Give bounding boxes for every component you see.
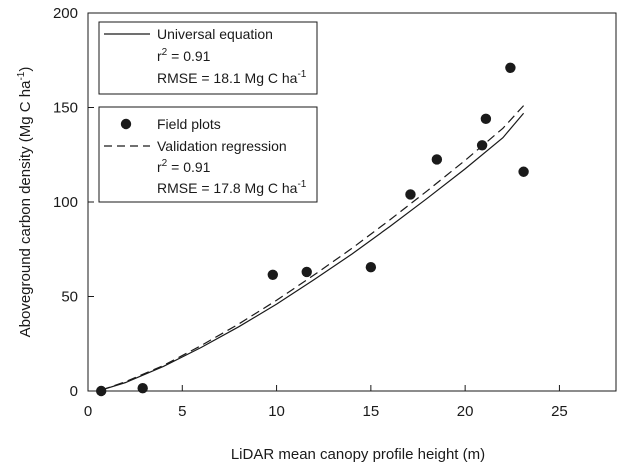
legend-box-validation: Field plots Validation regression r2 = 0… <box>98 106 318 203</box>
legend-validation-r2-sup: 2 <box>162 158 168 169</box>
field-plot-point <box>267 269 278 280</box>
series-lines <box>101 105 525 391</box>
legend-universal-r2-value: = 0.91 <box>167 48 210 64</box>
legend-validation-r2-value: = 0.91 <box>167 159 210 175</box>
legend-validation-rmse: RMSE = 17.8 Mg C ha-1 <box>157 179 307 196</box>
y-axis-title-sup: -1 <box>16 71 27 80</box>
x-axis-title: LiDAR mean canopy profile height (m) <box>231 446 485 463</box>
field-plot-point <box>480 113 492 125</box>
x-tick-label: 5 <box>178 403 186 420</box>
legend-universal-r2-sup: 2 <box>162 47 168 58</box>
field-plot-point <box>365 262 377 273</box>
y-tick-label: 200 <box>53 5 78 22</box>
field-plot-point <box>405 189 416 200</box>
legend-validation-rmse-text: RMSE = 17.8 Mg C ha <box>157 180 298 196</box>
y-tick-label: 100 <box>53 194 78 211</box>
y-tick-label: 0 <box>70 383 78 400</box>
y-tick-label: 50 <box>61 289 78 306</box>
field-plot-point <box>476 140 488 151</box>
universal-equation-line <box>101 112 525 391</box>
validation-regression-line <box>101 105 525 391</box>
y-axis-title-main: Aboveground carbon density (Mg C ha <box>17 80 34 337</box>
y-axis-title-close: ) <box>17 67 34 72</box>
legend-universal-rmse-sup: -1 <box>297 69 306 80</box>
field-plot-point <box>431 154 443 165</box>
legend-box-validation-frame <box>98 106 318 203</box>
axis-ticks: 0 5 10 15 20 25 0 50 100 150 200 <box>53 5 568 420</box>
field-plot-point <box>505 62 516 74</box>
legend-validation-r2: r2 = 0.91 <box>157 158 211 175</box>
x-tick-label: 25 <box>551 403 568 420</box>
x-tick-label: 15 <box>363 403 380 420</box>
field-plot-point <box>137 382 148 394</box>
y-tick-label: 150 <box>53 100 78 117</box>
x-tick-label: 10 <box>268 403 285 420</box>
legend-dot-marker <box>120 118 132 130</box>
legend-validation-rmse-sup: -1 <box>297 179 306 190</box>
y-axis-title: Aboveground carbon density (Mg C ha-1) <box>16 67 34 338</box>
field-plot-point <box>518 166 529 177</box>
field-plot-point <box>96 385 107 397</box>
x-tick-label: 20 <box>457 403 474 420</box>
legend-label-validation-regression: Validation regression <box>157 138 287 154</box>
legend-label-field-plots: Field plots <box>157 116 221 132</box>
legend-universal-r2: r2 = 0.91 <box>157 47 211 64</box>
legend-universal-r2-r: r <box>157 48 162 64</box>
x-tick-label: 0 <box>84 403 92 420</box>
legend-label-universal-equation: Universal equation <box>157 26 273 42</box>
legend-universal-rmse: RMSE = 18.1 Mg C ha-1 <box>157 69 307 86</box>
legend-box-universal: Universal equation r2 = 0.91 RMSE = 18.1… <box>98 21 318 95</box>
field-plot-point <box>301 266 312 278</box>
legend-universal-rmse-text: RMSE = 18.1 Mg C ha <box>157 70 298 86</box>
legend-validation-r2-r: r <box>157 159 162 175</box>
series-points <box>96 62 529 397</box>
